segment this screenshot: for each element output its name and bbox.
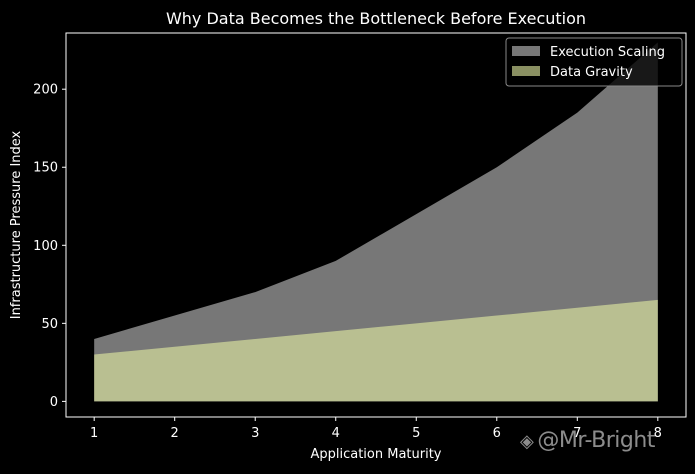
y-tick-label: 150 <box>33 161 58 176</box>
legend-swatch <box>512 66 540 76</box>
legend-swatch <box>512 46 540 56</box>
axes: 1 2 3 4 5 6 7 8 0 50 100 150 200 <box>33 83 662 441</box>
legend-label: Data Gravity <box>550 65 633 80</box>
x-tick-label: 3 <box>251 426 259 441</box>
plot-frame <box>65 32 687 418</box>
x-tick-label: 8 <box>654 426 662 441</box>
watermark: ◈ @Mr-Bright <box>520 428 655 453</box>
y-tick-label: 0 <box>50 395 58 410</box>
watermark-logo-icon: ◈ <box>520 431 534 452</box>
x-axis-label: Application Maturity <box>310 447 441 462</box>
y-tick-label: 50 <box>41 317 58 332</box>
y-tick-label: 100 <box>33 239 58 254</box>
legend: Execution Scaling Data Gravity <box>505 37 683 87</box>
x-tick-label: 6 <box>493 426 501 441</box>
watermark-text: @Mr-Bright <box>537 428 655 453</box>
legend-label: Execution Scaling <box>550 45 665 60</box>
y-tick-label: 200 <box>33 83 58 98</box>
x-tick-label: 1 <box>90 426 98 441</box>
chart-title: Why Data Becomes the Bottleneck Before E… <box>166 9 586 28</box>
x-tick-label: 4 <box>332 426 340 441</box>
plot-area <box>94 42 658 402</box>
x-tick-label: 5 <box>412 426 420 441</box>
area-series-data-gravity <box>94 299 658 402</box>
x-tick-label: 2 <box>171 426 179 441</box>
x-tick-label: 7 <box>573 426 581 441</box>
y-axis-label: Infrastructure Pressure Index <box>9 130 24 319</box>
legend-box <box>505 37 683 87</box>
area-series-execution-scaling <box>94 42 658 402</box>
